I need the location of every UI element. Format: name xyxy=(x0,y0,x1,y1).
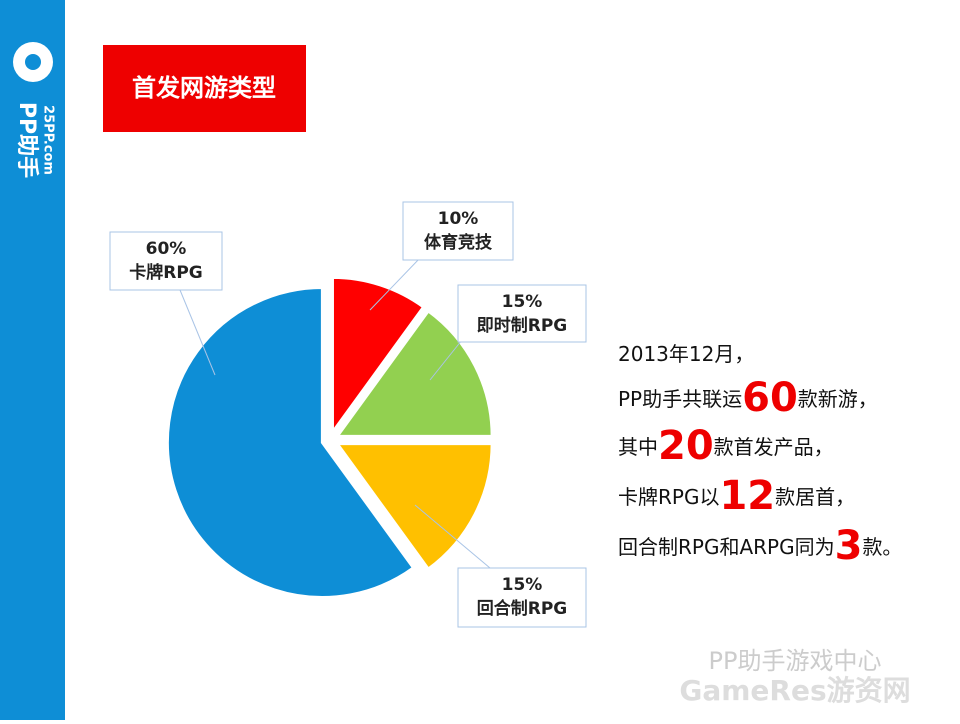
title-box xyxy=(103,45,306,132)
summary: 2013年12月，PP助手共联运60款新游，其中20款首发产品，卡牌RPG以12… xyxy=(618,342,902,570)
category-label: 体育竞技 xyxy=(424,232,493,253)
summary-text: PP助手共联运 xyxy=(618,387,742,411)
summary-text: 款居首， xyxy=(775,485,855,509)
category-label: 回合制RPG xyxy=(477,598,568,619)
logo-inner xyxy=(25,54,41,70)
summary-line: 2013年12月， xyxy=(618,342,754,366)
pie: 10% 体育竞技 15% 即时制RPG 15% 回合制RPG 60% 卡牌RPG xyxy=(109,201,587,628)
summary-text: 款首发产品， xyxy=(714,435,834,459)
label-box xyxy=(457,567,587,628)
pie-slice xyxy=(334,308,494,438)
value-label: 15% xyxy=(502,575,543,595)
value-label: 60% xyxy=(146,239,187,259)
summary-text: 2013年12月， xyxy=(618,342,754,366)
highlight-number: 3 xyxy=(835,523,863,569)
site: 25PP.com xyxy=(41,105,56,175)
leader-line xyxy=(369,257,421,311)
summary-text: 其中 xyxy=(618,435,658,459)
highlight-number: 60 xyxy=(742,375,798,421)
pie-slice xyxy=(330,275,426,438)
summary-text: 款。 xyxy=(862,535,902,559)
summary-text: 回合制RPG和ARPG同为 xyxy=(618,535,835,559)
pie-slice xyxy=(165,285,416,599)
label-box xyxy=(457,284,587,343)
category-label: 即时制RPG xyxy=(477,315,568,336)
title: 首发网游类型 xyxy=(132,74,276,102)
watermark-site: GameRes游资网 xyxy=(679,674,910,707)
value-label: 15% xyxy=(502,292,543,312)
summary-line: 其中20款首发产品， xyxy=(618,423,834,469)
summary-line: 卡牌RPG以12款居首， xyxy=(618,473,855,519)
leader-line xyxy=(429,339,463,381)
summary-text: 卡牌RPG以 xyxy=(618,485,719,509)
summary-line: 回合制RPG和ARPG同为3款。 xyxy=(618,523,902,569)
watermark-account: PP助手游戏中心 xyxy=(709,647,882,675)
highlight-number: 20 xyxy=(658,423,714,469)
summary-text: 款新游， xyxy=(798,387,878,411)
highlight-number: 12 xyxy=(719,473,775,519)
summary-line: PP助手共联运60款新游， xyxy=(618,375,878,421)
brand: PP助手 xyxy=(14,102,39,178)
leader-line xyxy=(414,504,491,569)
label-box xyxy=(109,231,223,291)
leader-line xyxy=(179,289,216,376)
sidebar xyxy=(0,0,65,720)
label-box xyxy=(402,201,514,261)
category-label: 卡牌RPG xyxy=(129,262,203,283)
value-label: 10% xyxy=(438,209,479,229)
